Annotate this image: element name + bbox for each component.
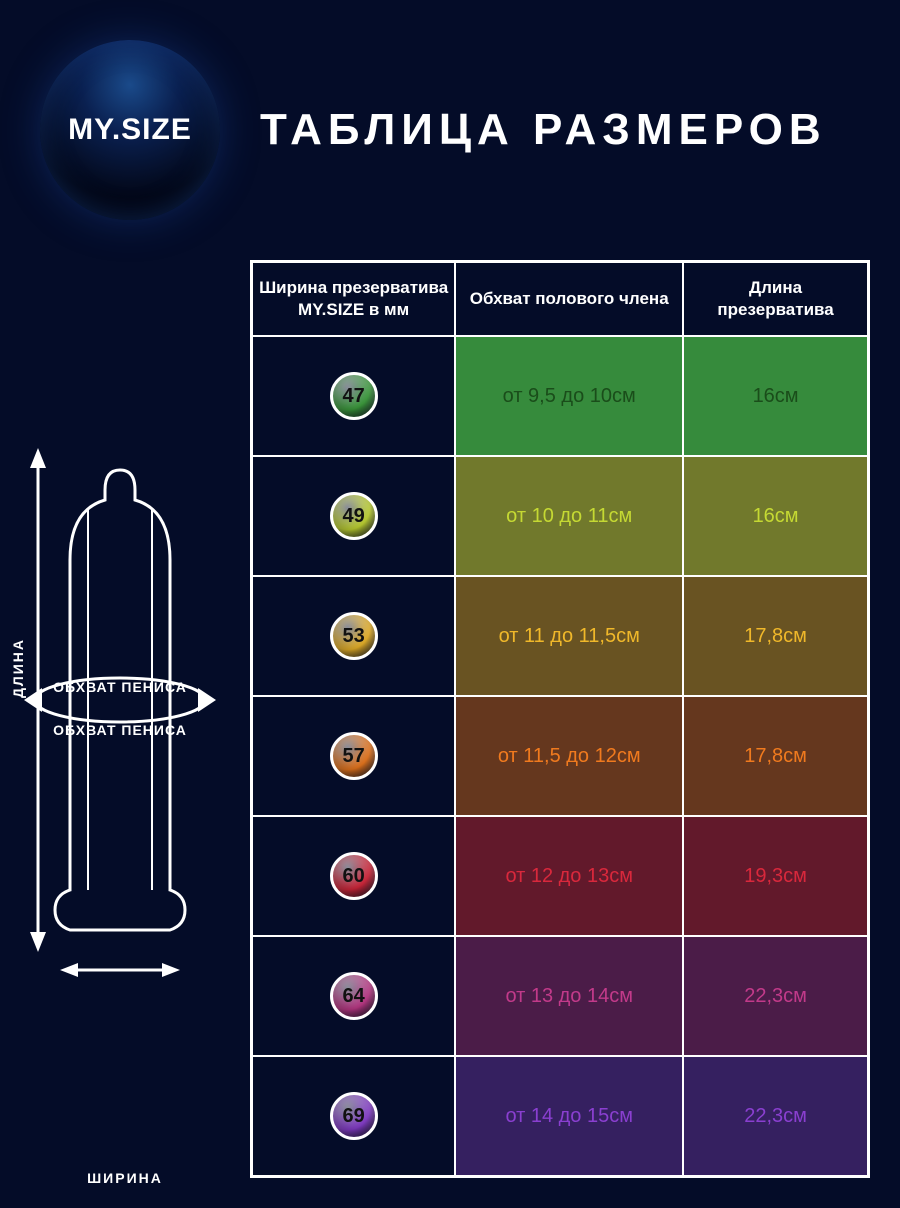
table-row: 60 от 12 до 13см19,3см	[252, 816, 868, 936]
cell-girth: от 11,5 до 12см	[455, 696, 683, 816]
col-header-width: Ширина презерватива MY.SIZE в мм	[252, 262, 455, 336]
table-body: 47от 9,5 до 10см16см49от 10 до 11см16см5…	[252, 336, 868, 1176]
size-badge: 60	[330, 852, 378, 900]
table-row: 49 от 10 до 11см16см	[252, 456, 868, 576]
table-row: 64 от 13 до 14см22,3см	[252, 936, 868, 1056]
col-header-length: Длина презерватива	[683, 262, 868, 336]
size-badge: 69	[330, 1092, 378, 1140]
size-badge: 57	[330, 732, 378, 780]
size-badge: 53	[330, 612, 378, 660]
cell-length: 19,3см	[683, 816, 868, 936]
table-row: 53 от 11 до 11,5см17,8см	[252, 576, 868, 696]
cell-length: 17,8см	[683, 696, 868, 816]
cell-size: 49	[252, 456, 455, 576]
brand-name: MY.SIZE	[68, 113, 192, 147]
cell-girth: от 12 до 13см	[455, 816, 683, 936]
cell-girth: от 11 до 11,5см	[455, 576, 683, 696]
col-header-girth: Обхват полового члена	[455, 262, 683, 336]
size-badge: 64	[330, 972, 378, 1020]
cell-size: 69	[252, 1056, 455, 1176]
length-label: ДЛИНА	[10, 638, 26, 698]
table-header-row: Ширина презерватива MY.SIZE в мм Обхват …	[252, 262, 868, 336]
cell-girth: от 14 до 15см	[455, 1056, 683, 1176]
cell-length: 22,3см	[683, 1056, 868, 1176]
condom-icon: ОБХВАТ ПЕНИСА ОБХВАТ ПЕНИСА	[10, 430, 240, 990]
cell-length: 17,8см	[683, 576, 868, 696]
cell-length: 16см	[683, 336, 868, 456]
cell-size: 60	[252, 816, 455, 936]
girth-label-bottom: ОБХВАТ ПЕНИСА	[53, 722, 187, 738]
cell-girth: от 10 до 11см	[455, 456, 683, 576]
girth-label-top: ОБХВАТ ПЕНИСА	[53, 679, 187, 695]
cell-size: 57	[252, 696, 455, 816]
brand-logo: MY.SIZE	[40, 40, 220, 220]
cell-size: 47	[252, 336, 455, 456]
width-label: ШИРИНА	[10, 1170, 240, 1186]
cell-size: 64	[252, 936, 455, 1056]
cell-length: 22,3см	[683, 936, 868, 1056]
page-title: ТАБЛИЦА РАЗМЕРОВ	[260, 105, 827, 155]
measurement-diagram: ОБХВАТ ПЕНИСА ОБХВАТ ПЕНИСА ДЛИНА ШИРИНА	[10, 430, 240, 1178]
cell-length: 16см	[683, 456, 868, 576]
logo-circle: MY.SIZE	[40, 40, 220, 220]
cell-size: 53	[252, 576, 455, 696]
table-row: 57 от 11,5 до 12см17,8см	[252, 696, 868, 816]
table-row: 47 от 9,5 до 10см16см	[252, 336, 868, 456]
size-badge: 49	[330, 492, 378, 540]
main-content: ОБХВАТ ПЕНИСА ОБХВАТ ПЕНИСА ДЛИНА ШИРИНА…	[0, 240, 900, 1208]
header: MY.SIZE ТАБЛИЦА РАЗМЕРОВ	[0, 0, 900, 240]
cell-girth: от 9,5 до 10см	[455, 336, 683, 456]
cell-girth: от 13 до 14см	[455, 936, 683, 1056]
size-table: Ширина презерватива MY.SIZE в мм Обхват …	[250, 260, 870, 1178]
size-badge: 47	[330, 372, 378, 420]
table-row: 69 от 14 до 15см22,3см	[252, 1056, 868, 1176]
